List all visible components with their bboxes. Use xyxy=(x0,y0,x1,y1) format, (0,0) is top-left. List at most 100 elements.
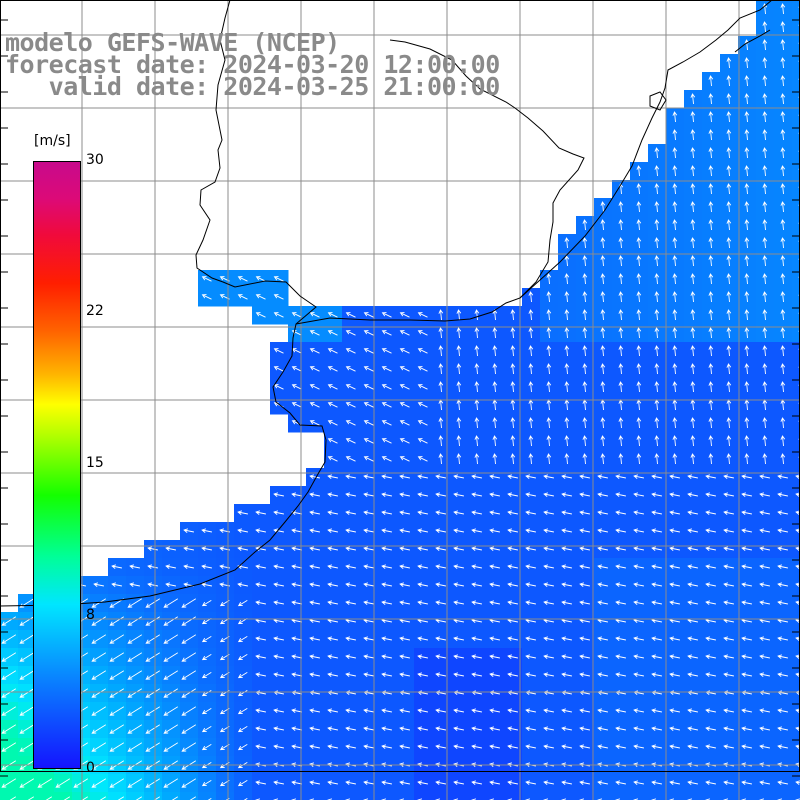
wind-arrow xyxy=(687,708,698,713)
wind-arrow xyxy=(471,546,482,551)
wind-arrow xyxy=(744,345,750,357)
wind-arrow xyxy=(63,796,71,800)
wind-arrow xyxy=(561,708,572,713)
wind-arrow xyxy=(127,616,143,626)
wind-arrow xyxy=(489,726,500,731)
wind-arrow xyxy=(327,564,338,569)
wind-arrow xyxy=(543,492,554,497)
wind-speed-cell xyxy=(792,306,800,325)
wind-arrow xyxy=(705,744,716,749)
wind-arrow xyxy=(525,600,536,605)
wind-arrow xyxy=(381,636,392,641)
wind-arrow xyxy=(741,672,752,677)
wind-arrow xyxy=(417,402,428,408)
wind-arrow xyxy=(399,546,410,551)
wind-arrow xyxy=(163,634,179,644)
wind-arrow xyxy=(291,492,302,497)
wind-arrow xyxy=(636,165,642,177)
wind-arrow xyxy=(759,600,770,605)
wind-arrow xyxy=(163,616,179,626)
wind-arrow xyxy=(669,780,680,785)
wind-arrow xyxy=(543,474,554,479)
wind-arrow xyxy=(91,598,107,608)
wind-arrow xyxy=(525,798,531,800)
wind-arrow xyxy=(201,744,212,751)
wind-arrow xyxy=(705,798,711,800)
wind-arrow xyxy=(510,381,516,393)
wind-arrow xyxy=(345,744,356,749)
wind-arrow xyxy=(762,39,768,51)
wind-arrow xyxy=(381,582,392,587)
wind-speed-cell xyxy=(792,198,800,217)
wind-arrow xyxy=(492,417,498,429)
wind-arrow xyxy=(762,129,768,141)
wind-arrow xyxy=(109,670,125,680)
wind-speed-cell xyxy=(792,450,800,469)
wind-arrow xyxy=(127,688,143,698)
wind-arrow xyxy=(489,528,500,533)
wind-arrow xyxy=(255,600,266,605)
wind-arrow xyxy=(564,381,570,393)
wind-arrow xyxy=(417,546,428,551)
wind-arrow xyxy=(525,780,536,785)
wind-arrow xyxy=(363,492,374,497)
wind-arrow xyxy=(456,381,462,393)
wind-speed-cell xyxy=(684,792,703,800)
wind-arrow xyxy=(708,273,714,285)
wind-arrow xyxy=(201,564,212,569)
wind-arrow xyxy=(741,726,752,731)
wind-arrow xyxy=(255,708,266,713)
wind-arrow xyxy=(309,744,320,749)
wind-arrow xyxy=(708,129,714,141)
wind-arrow xyxy=(600,273,606,285)
wind-arrow xyxy=(546,273,552,285)
wind-speed-cell xyxy=(792,666,800,685)
wind-arrow xyxy=(726,291,732,303)
wind-arrow xyxy=(291,402,302,408)
wind-speed-cell xyxy=(216,792,235,800)
wind-speed-cell xyxy=(792,54,800,73)
wind-arrow xyxy=(525,582,536,587)
wind-arrow xyxy=(579,798,585,800)
wind-arrow xyxy=(237,510,248,515)
wind-arrow xyxy=(417,510,428,515)
wind-speed-cell xyxy=(486,792,505,800)
wind-arrow xyxy=(795,528,800,533)
wind-arrow xyxy=(201,546,212,551)
wind-arrow xyxy=(543,582,554,587)
wind-arrow xyxy=(363,366,374,372)
wind-arrow xyxy=(181,652,197,662)
wind-arrow xyxy=(633,798,639,800)
wind-arrow xyxy=(561,582,572,587)
wind-speed-cell xyxy=(792,18,800,37)
wind-arrow xyxy=(723,744,734,749)
wind-arrow xyxy=(327,312,338,318)
wind-arrow xyxy=(474,381,480,393)
wind-speed-cell xyxy=(576,792,595,800)
wind-arrow xyxy=(762,237,768,249)
wind-arrow xyxy=(471,636,482,641)
wind-arrow xyxy=(669,600,680,605)
wind-arrow xyxy=(399,582,410,587)
wind-arrow xyxy=(111,564,122,569)
wind-arrow xyxy=(273,528,284,533)
wind-arrow xyxy=(309,654,320,659)
wind-arrow xyxy=(705,528,716,533)
wind-arrow xyxy=(654,201,660,213)
wind-arrow xyxy=(687,654,698,659)
wind-arrow xyxy=(528,381,534,393)
wind-arrow xyxy=(165,546,176,551)
wind-speed-cell xyxy=(288,792,307,800)
wind-arrow xyxy=(561,654,572,659)
wind-arrow xyxy=(615,510,626,515)
wind-arrow xyxy=(708,345,714,357)
wind-arrow xyxy=(780,255,786,267)
wind-arrow xyxy=(453,582,464,587)
wind-arrow xyxy=(327,546,338,551)
wind-arrow xyxy=(744,309,750,321)
wind-arrow xyxy=(525,546,536,551)
wind-arrow xyxy=(672,273,678,285)
wind-arrow xyxy=(618,291,624,303)
wind-arrow xyxy=(255,510,266,515)
wind-arrow xyxy=(237,726,248,733)
